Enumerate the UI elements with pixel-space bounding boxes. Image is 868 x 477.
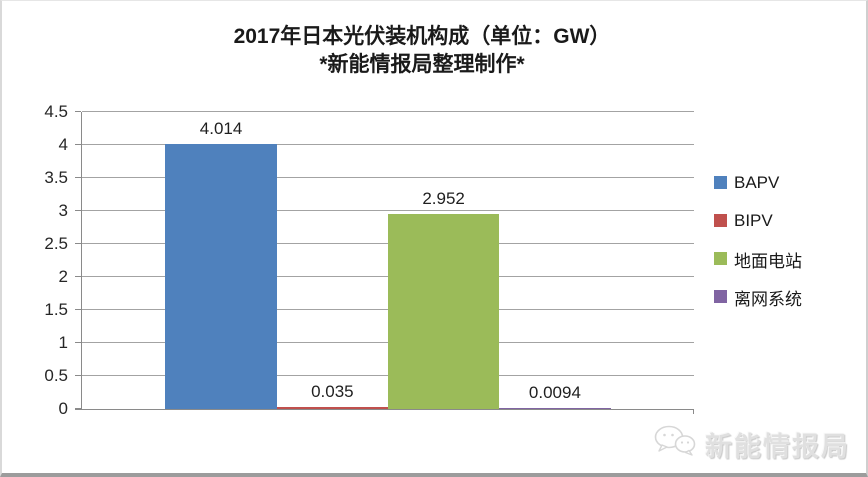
plot-area: 4.014 0.035 2.952 0.0094	[75, 111, 694, 414]
y-tick-mark	[75, 309, 81, 310]
y-tick-label: 2.5	[44, 234, 68, 253]
y-axis-tick-labels: 0 0.5 1 1.5 2 2.5 3 3.5 4 4.5	[2, 102, 68, 418]
wechat-icon	[653, 424, 697, 465]
watermark-text: 新能情报局	[705, 432, 850, 462]
bar-value-label: 2.952	[422, 189, 465, 209]
legend-swatch	[714, 213, 727, 227]
gridline	[82, 210, 694, 211]
y-tick-label: 2	[58, 267, 68, 286]
bar-BAPV	[165, 144, 277, 409]
y-tick-mark	[75, 408, 81, 409]
y-tick-label: 1	[58, 333, 68, 352]
y-tick-mark	[75, 177, 81, 178]
y-tick-mark	[75, 210, 81, 211]
legend-item-离网系统: 离网系统	[714, 278, 864, 316]
bar-BIPV	[276, 406, 388, 409]
legend-swatch	[714, 175, 727, 189]
legend-item-地面电站: 地面电站	[714, 240, 864, 278]
y-tick-mark	[75, 375, 81, 376]
watermark: 新能情报局	[653, 424, 850, 465]
legend-label: BIPV	[734, 211, 773, 230]
y-tick-mark	[75, 111, 81, 112]
y-tick-label: 0.5	[44, 366, 68, 385]
y-tick-label: 4.5	[44, 102, 68, 121]
chart-title-block: 2017年日本光伏装机构成（单位：GW） *新能情报局整理制作*	[2, 23, 842, 79]
y-tick-mark	[75, 243, 81, 244]
y-tick-label: 3.5	[44, 168, 68, 187]
legend-item-BIPV: BIPV	[714, 202, 864, 240]
gridline	[82, 111, 694, 112]
legend-label: BAPV	[734, 173, 780, 192]
y-tick-label: 3	[58, 201, 68, 220]
chart-title: 2017年日本光伏装机构成（单位：GW）	[233, 25, 611, 48]
y-tick-label: 4	[58, 135, 68, 154]
bar-value-label: 4.014	[199, 119, 243, 139]
y-tick-mark	[75, 276, 81, 277]
y-tick-mark	[75, 144, 81, 145]
legend-label: 离网系统	[734, 289, 802, 309]
x-axis-line	[75, 409, 694, 410]
legend-label: 地面电站	[734, 251, 802, 271]
y-tick-mark	[75, 342, 81, 343]
x-axis-end-tick	[693, 409, 694, 414]
y-tick-label: 1.5	[44, 300, 68, 319]
bar-离网系统	[499, 408, 611, 409]
bar-地面电站	[388, 214, 500, 409]
legend: BAPV BIPV 地面电站离网系统	[714, 164, 864, 316]
legend-item-BAPV: BAPV	[714, 164, 864, 202]
chart-subtitle: *新能情报局整理制作*	[319, 53, 525, 76]
y-tick-label: 0	[58, 399, 68, 418]
gridline	[82, 144, 694, 145]
gridline	[82, 177, 694, 178]
legend-swatch	[714, 251, 727, 265]
bar-value-label: 0.0094	[528, 383, 581, 403]
bar-value-label: 0.035	[311, 381, 354, 401]
y-axis-line	[81, 112, 82, 409]
legend-swatch	[714, 289, 727, 303]
